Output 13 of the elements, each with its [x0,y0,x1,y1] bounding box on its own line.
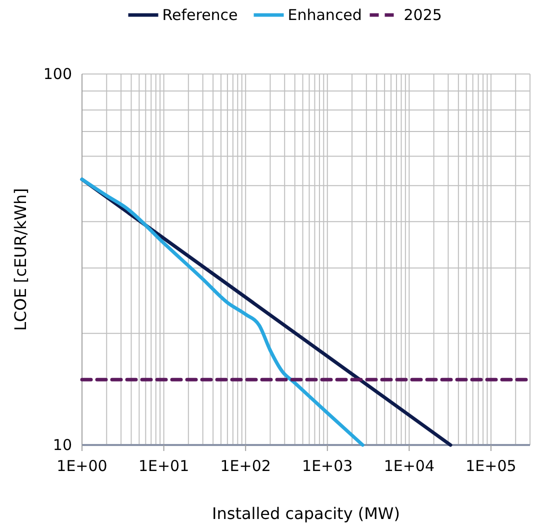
x-tick-label: 1E+03 [302,457,353,475]
x-tick-label: 1E+04 [384,457,435,475]
legend-label: Reference [162,6,238,24]
y-axis-title: LCOE [cEUR/kWh] [11,188,30,331]
legend-label: Enhanced [288,6,362,24]
x-tick-label: 1E+02 [220,457,271,475]
y-tick-label: 10 [52,436,72,454]
legend-label: 2025 [404,6,442,24]
x-axis-title: Installed capacity (MW) [212,504,400,523]
y-tick-label: 100 [43,65,72,83]
x-tick-label: 1E+01 [138,457,190,475]
x-tick-label: 1E+05 [466,457,516,475]
x-tick-label: 1E+00 [56,457,108,475]
